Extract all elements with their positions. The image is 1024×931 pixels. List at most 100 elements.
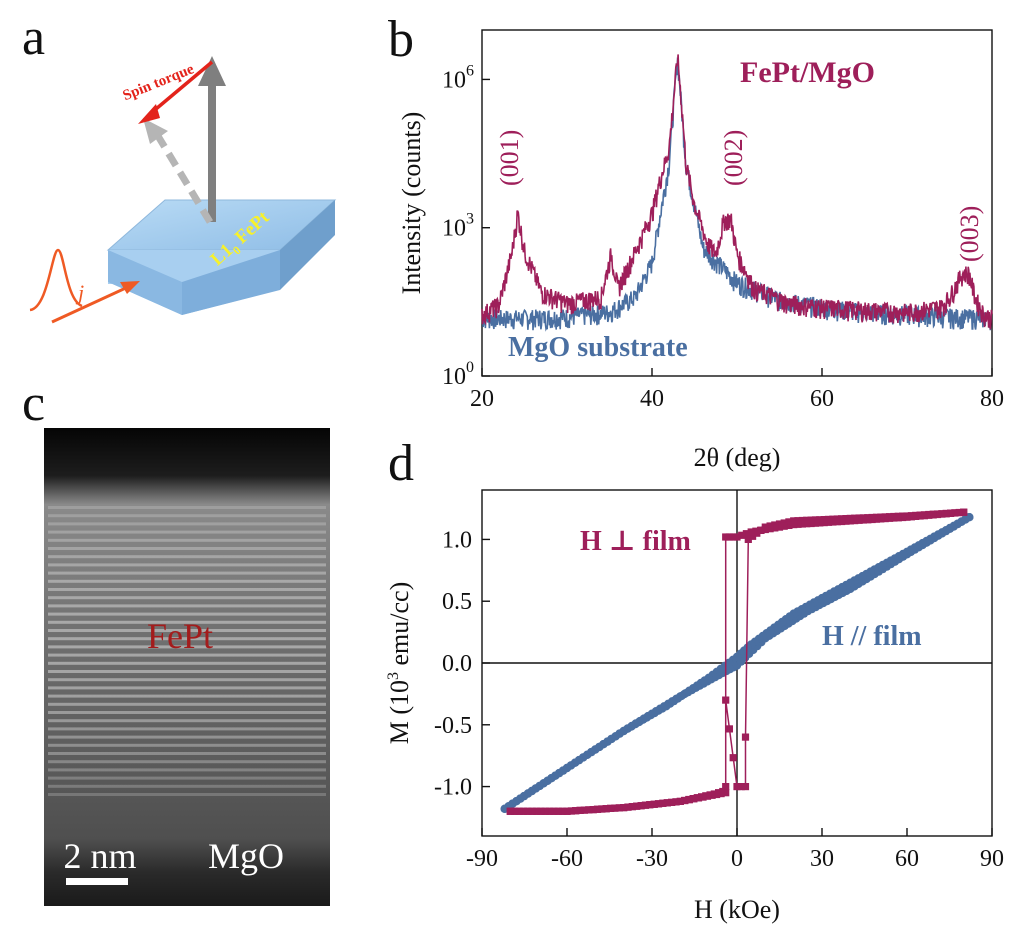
perpendicular-point <box>685 796 693 804</box>
x-tick-label: 20 <box>470 386 494 412</box>
lattice-fringe <box>48 506 326 509</box>
perpendicular-point <box>602 805 610 813</box>
panel-b-ylabel: Intensity (counts) <box>397 112 426 295</box>
perpendicular-point <box>729 533 737 541</box>
perpendicular-point <box>580 806 588 814</box>
panel-c: c FePt MgO 2 nm <box>22 375 330 906</box>
panel-b-xlabel: 2θ (deg) <box>694 443 781 472</box>
perpendicular-point <box>955 509 963 517</box>
peak-label-002: (002) <box>719 130 748 186</box>
perpendicular-point <box>859 516 867 524</box>
perpendicular-point <box>803 520 811 528</box>
y-tick-label: 0.0 <box>442 651 472 677</box>
perpendicular-point <box>563 807 571 815</box>
perpendicular-point <box>820 519 828 527</box>
perpendicular-point <box>654 800 663 808</box>
lattice-fringe <box>48 694 326 698</box>
panel-d-letter: d <box>388 435 414 492</box>
perpendicular-point <box>541 807 549 815</box>
perpendicular-point <box>757 526 765 534</box>
perpendicular-point <box>929 511 937 519</box>
lattice-fringe <box>48 653 326 657</box>
perpendicular-point <box>824 518 833 526</box>
perpendicular-point <box>506 807 514 815</box>
tem-lattice-fringes <box>48 506 326 796</box>
perpendicular-point <box>511 807 519 815</box>
lattice-fringe <box>48 579 326 583</box>
perpendicular-point <box>872 515 881 523</box>
x-tick-label: -90 <box>466 846 498 872</box>
series-mgo-substrate <box>481 57 993 332</box>
perpendicular-point <box>519 807 527 815</box>
perpendicular-point <box>607 804 615 812</box>
lattice-fringe <box>48 719 326 723</box>
perpendicular-point <box>633 802 641 810</box>
perpendicular-point <box>641 801 650 809</box>
perpendicular-point <box>546 807 554 815</box>
perpendicular-point <box>725 725 733 733</box>
perpendicular-point <box>717 790 725 798</box>
perpendicular-point <box>532 807 541 815</box>
perpendicular-point <box>780 522 788 530</box>
lattice-fringe <box>48 555 326 559</box>
perpendicular-point <box>838 517 846 526</box>
lattice-fringe <box>48 768 326 772</box>
tem-image <box>44 428 330 906</box>
x-tick-label: 60 <box>895 846 919 872</box>
lattice-fringe <box>48 661 326 665</box>
perpendicular-point <box>663 799 671 807</box>
panel-b-frame <box>481 29 993 377</box>
lattice-fringe <box>48 596 326 600</box>
perpendicular-point <box>881 515 889 523</box>
perpendicular-point <box>807 519 815 528</box>
perpendicular-point <box>637 802 645 810</box>
perpendicular-point <box>646 801 654 809</box>
perpendicular-point <box>593 805 602 813</box>
peak-label-003: (003) <box>955 206 984 262</box>
tilted-magnetization-arrow <box>155 134 213 224</box>
perpendicular-point <box>790 517 798 525</box>
perpendicular-point <box>811 519 820 527</box>
panel-a-letter: a <box>22 9 45 66</box>
lattice-fringe <box>48 793 326 796</box>
perpendicular-point <box>572 807 580 815</box>
legend-perp: H ⊥ film <box>580 526 691 557</box>
perpendicular-point <box>681 796 689 805</box>
y-tick-label: 1.0 <box>442 527 472 553</box>
perpendicular-point <box>722 696 730 704</box>
scale-bar <box>66 878 128 885</box>
perpendicular-point <box>722 533 730 541</box>
perpendicular-point <box>903 513 911 521</box>
perpendicular-point <box>725 533 733 541</box>
lattice-fringe <box>48 530 326 534</box>
panel-c-letter: c <box>22 375 45 432</box>
perpendicular-point <box>833 518 841 526</box>
tem-substrate-label: MgO <box>208 836 284 876</box>
perpendicular-point <box>916 512 924 520</box>
x-tick-label: 80 <box>980 386 1004 412</box>
lattice-fringe <box>48 776 326 780</box>
lattice-fringe <box>48 670 326 673</box>
lattice-fringe <box>48 612 326 616</box>
lattice-fringe <box>48 686 326 690</box>
lattice-fringe <box>48 604 326 608</box>
x-tick-label: 90 <box>980 846 1004 872</box>
lattice-fringe <box>48 711 326 714</box>
perpendicular-point <box>742 530 750 538</box>
perpendicular-point <box>920 512 928 520</box>
perpendicular-point <box>912 512 920 520</box>
x-tick-label: 60 <box>810 386 834 412</box>
perpendicular-point <box>894 514 902 522</box>
spin-torque-arrowhead <box>138 104 160 124</box>
perpendicular-point <box>794 517 802 525</box>
perpendicular-point <box>886 514 894 522</box>
lattice-fringe <box>48 629 326 632</box>
perpendicular-point <box>749 532 757 540</box>
fept-slab <box>106 199 337 315</box>
perpendicular-point <box>699 793 707 801</box>
perpendicular-point <box>775 523 784 531</box>
legend-mgo: MgO substrate <box>508 332 688 363</box>
perpendicular-point <box>515 807 523 815</box>
lattice-fringe <box>48 727 326 731</box>
